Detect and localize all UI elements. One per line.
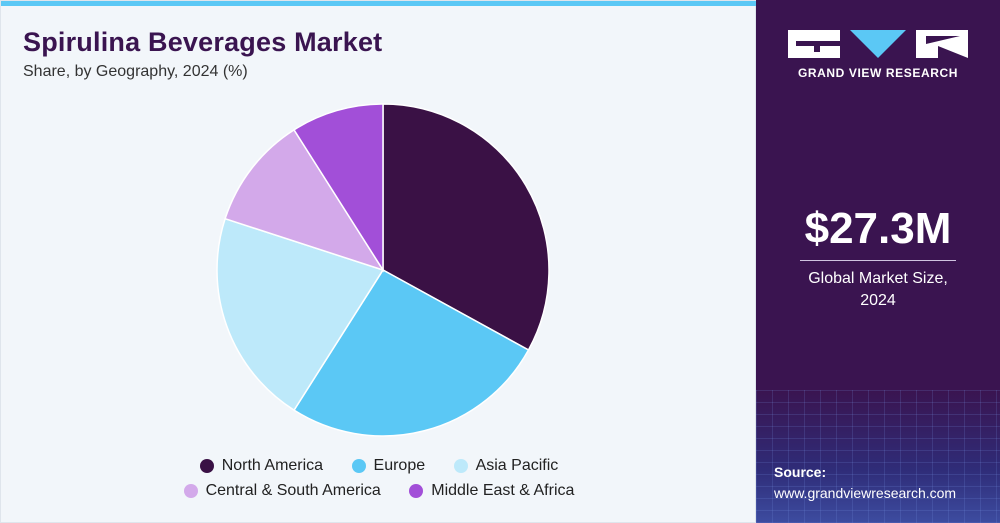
- accent-bar: [1, 1, 757, 6]
- info-sidebar: GRAND VIEW RESEARCH $27.3M Global Market…: [756, 0, 1000, 523]
- pie-slice-europe: [293, 269, 530, 437]
- legend-row-2: Central & South America Middle East & Af…: [1, 482, 757, 503]
- pie-chart: [216, 103, 550, 437]
- pie-slice-north-america: [382, 103, 550, 351]
- legend-swatch: [199, 459, 214, 473]
- brand-logo: GRAND VIEW RESEARCH: [788, 28, 968, 80]
- market-size-label-line2: 2024: [860, 292, 896, 309]
- legend-item-europe: Europe: [351, 457, 426, 475]
- pie-slice-middle-east-africa: [293, 103, 384, 273]
- legend-label: Middle East & Africa: [431, 482, 575, 499]
- legend-row-1: North America Europe Asia Pacific: [1, 457, 757, 478]
- divider: [800, 260, 956, 261]
- market-size-label: Global Market Size, 2024: [756, 268, 1000, 312]
- chart-subtitle: Share, by Geography, 2024 (%): [23, 63, 248, 80]
- legend-label: Asia Pacific: [475, 457, 559, 474]
- legend-item-asia-pacific: Asia Pacific: [453, 457, 559, 475]
- source-label: Source:: [774, 464, 827, 480]
- pie-slice-central-south-america: [224, 128, 385, 272]
- legend-item-north-america: North America: [199, 457, 324, 475]
- chart-title: Spirulina Beverages Market: [23, 27, 383, 57]
- market-size-label-line1: Global Market Size,: [808, 270, 948, 287]
- legend-swatch: [409, 484, 424, 498]
- legend-item-middle-east-africa: Middle East & Africa: [409, 482, 574, 500]
- legend-label: Europe: [373, 457, 426, 474]
- legend-swatch: [351, 459, 366, 473]
- logo-mark-icon: [788, 30, 968, 58]
- market-size-value: $27.3M: [804, 204, 952, 253]
- pie-slice-asia-pacific: [216, 217, 385, 412]
- legend-swatch: [453, 459, 468, 473]
- source-url: www.grandviewresearch.com: [774, 485, 957, 501]
- decorative-grid: [756, 390, 1000, 523]
- legend-label: North America: [221, 457, 324, 474]
- legend-item-central-south-america: Central & South America: [183, 482, 381, 500]
- legend-label: Central & South America: [205, 482, 381, 499]
- legend-swatch: [183, 484, 198, 498]
- logo-text: GRAND VIEW RESEARCH: [797, 66, 959, 80]
- chart-panel: Spirulina Beverages Market Share, by Geo…: [0, 0, 757, 523]
